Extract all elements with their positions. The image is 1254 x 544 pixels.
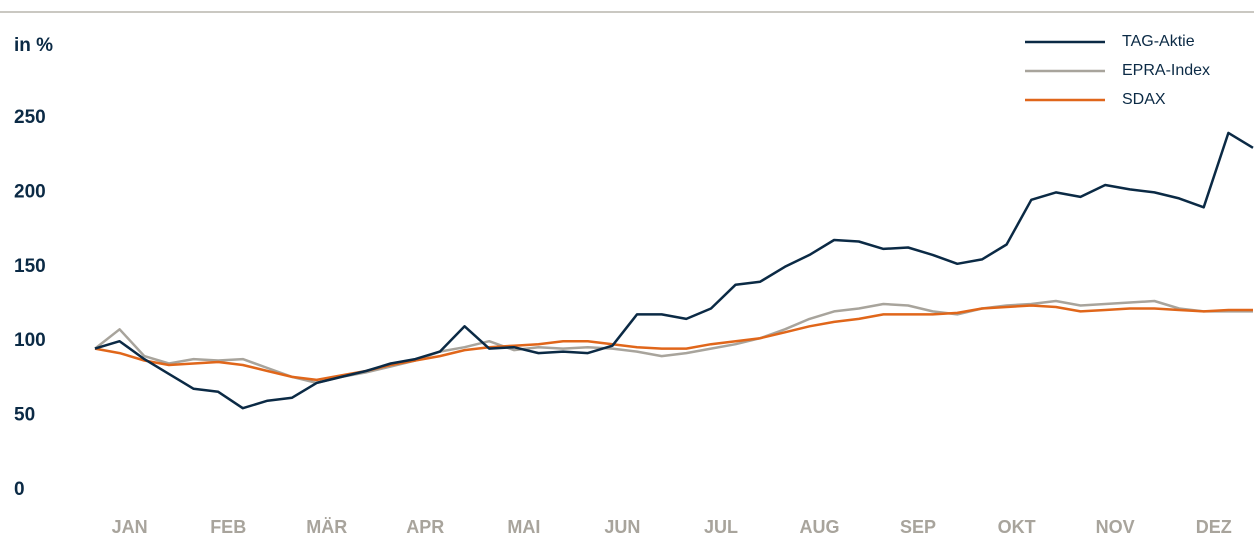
x-tick-label: APR [406, 517, 444, 537]
legend-label: EPRA-Index [1122, 62, 1210, 79]
y-tick-label: 50 [14, 405, 35, 426]
series-line [94, 304, 1253, 382]
x-tick-label: MAI [507, 517, 540, 537]
y-tick-label: 150 [14, 256, 46, 277]
x-tick-label: JAN [112, 517, 148, 537]
x-tick-label: DEZ [1196, 517, 1232, 537]
x-tick-label: JUN [604, 517, 640, 537]
y-tick-label: 100 [14, 330, 46, 351]
y-tick-label: 0 [14, 479, 25, 500]
series-line [94, 131, 1254, 410]
y-tick-label: 200 [14, 181, 46, 202]
legend-label: SDAX [1122, 91, 1166, 108]
x-tick-label: MÄR [306, 517, 347, 537]
x-tick-label: OKT [998, 517, 1036, 537]
x-tick-label: AUG [800, 517, 840, 537]
y-tick-label: 250 [14, 107, 46, 128]
legend-label: TAG-Aktie [1122, 33, 1195, 50]
y-axis-label: in % [14, 35, 53, 56]
x-tick-label: SEP [900, 517, 936, 537]
x-tick-label: FEB [210, 517, 246, 537]
x-tick-label: JUL [704, 517, 738, 537]
x-tick-label: NOV [1096, 517, 1135, 537]
